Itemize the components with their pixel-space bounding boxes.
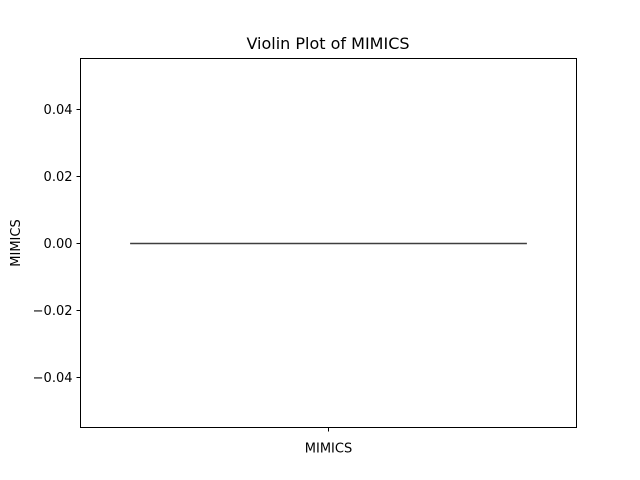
plot-frame	[80, 58, 577, 428]
x-tick-label: MIMICS	[305, 442, 352, 457]
chart-title: Violin Plot of MIMICS	[246, 34, 409, 53]
y-tick-label: 0.02	[44, 170, 73, 185]
y-tick-label: 0.00	[44, 237, 73, 252]
x-axis-ticks: MIMICS	[305, 427, 352, 457]
y-tick-label: −0.04	[33, 371, 73, 386]
y-tick-label: −0.02	[33, 304, 73, 319]
y-tick-label: 0.04	[44, 103, 73, 118]
y-axis-ticks: −0.04 −0.02 0.00 0.02 0.04	[33, 103, 81, 386]
y-axis-label: MIMICS	[9, 219, 24, 266]
